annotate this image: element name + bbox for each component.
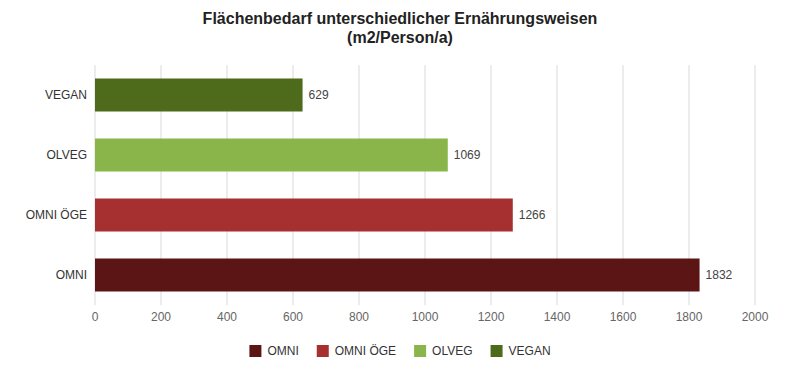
legend-item: VEGAN (491, 344, 551, 358)
x-tick-label: 600 (283, 310, 303, 324)
legend-label: OLVEG (432, 344, 472, 358)
legend-swatch (249, 345, 261, 357)
grid (95, 65, 755, 305)
chart: Flächenbedarf unterschiedlicher Ernährun… (0, 0, 800, 373)
legend-item: OLVEG (414, 344, 472, 358)
bar (95, 139, 448, 172)
legend-item: OMNI (249, 344, 298, 358)
legend-swatch (317, 345, 329, 357)
legend-swatch (491, 345, 503, 357)
labels: 1832 1266 1069 629 (309, 88, 733, 282)
bar (95, 199, 513, 232)
x-tick-label: 1200 (478, 310, 505, 324)
legend-label: OMNI ÖGE (335, 344, 396, 358)
x-tick-label: 2000 (742, 310, 769, 324)
legend-item: OMNI ÖGE (317, 344, 396, 358)
x-tick-label: 200 (151, 310, 171, 324)
y-tick-label: OLVEG (47, 148, 87, 162)
legend-label: OMNI (267, 344, 298, 358)
x-tick-label: 800 (349, 310, 369, 324)
bars (95, 79, 700, 292)
chart-title: Flächenbedarf unterschiedlicher Ernährun… (203, 10, 598, 46)
y-tick-label: OMNI (56, 268, 87, 282)
x-tick-label: 1800 (676, 310, 703, 324)
x-tick-label: 1000 (412, 310, 439, 324)
x-tick-label: 1600 (610, 310, 637, 324)
bar (95, 259, 700, 292)
x-tick-label: 1400 (544, 310, 571, 324)
data-label: 1266 (519, 208, 546, 222)
data-label: 1069 (454, 148, 481, 162)
legend: OMNI OMNI ÖGE OLVEG VEGAN (249, 344, 550, 358)
data-label: 1832 (706, 268, 733, 282)
x-tick-label: 400 (217, 310, 237, 324)
x-tick-label: 0 (92, 310, 99, 324)
chart-container: Flächenbedarf unterschiedlicher Ernährun… (0, 0, 800, 373)
grid-line (755, 65, 756, 305)
data-label: 629 (309, 88, 329, 102)
y-tick-label: OMNI ÖGE (26, 208, 87, 222)
bar (95, 79, 303, 112)
y-tick-label: VEGAN (45, 88, 87, 102)
legend-label: VEGAN (509, 344, 551, 358)
legend-swatch (414, 345, 426, 357)
